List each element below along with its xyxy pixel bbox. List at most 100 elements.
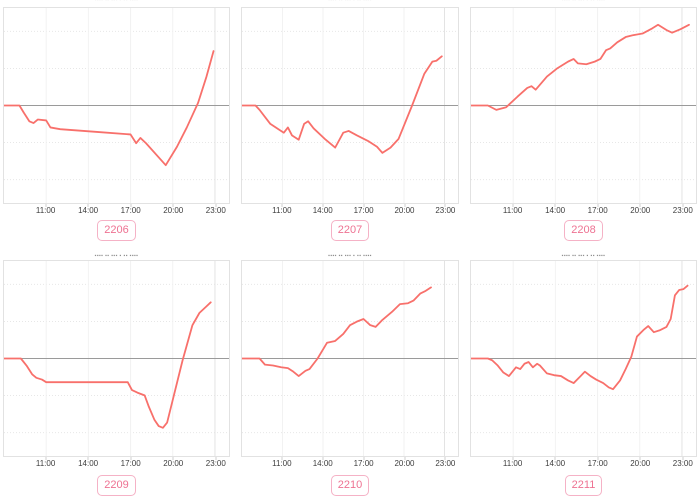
x-axis: 11:00 14:00 17:00 20:00 23:00 <box>470 457 697 469</box>
x-tick-mark <box>597 204 599 207</box>
chart-panel <box>3 7 230 204</box>
x-tick-label: 17:00 <box>120 459 141 468</box>
x-tick-label: 11:00 <box>272 206 292 215</box>
chart-label-row: 2206 <box>3 220 230 247</box>
x-tick-mark <box>281 457 283 460</box>
x-tick-mark <box>363 457 365 460</box>
x-tick-mark <box>597 457 599 460</box>
x-tick-label: 23:00 <box>205 459 226 468</box>
x-tick-label: 14:00 <box>78 459 99 468</box>
chart-cell-2207: ▪▪▪▪ ▪▪ ▪▪▪ ▪ ▪▪ ▪▪▪▪ 11:00 14:00 17:00 20:… <box>241 0 459 247</box>
x-tick-mark <box>512 204 514 207</box>
x-tick-label: 17:00 <box>353 459 374 468</box>
chart-micro-title: ▪▪▪▪ ▪▪ ▪▪▪ ▪ ▪▪ ▪▪▪▪ <box>328 253 372 259</box>
chart-canvas <box>242 261 458 456</box>
chart-micro-title: ▪▪▪▪ ▪▪ ▪▪▪ ▪ ▪▪ ▪▪▪▪ <box>94 0 139 3</box>
x-tick-mark <box>639 204 641 207</box>
x-axis: 11:00 14:00 17:00 20:00 23:00 <box>241 204 459 216</box>
chart-canvas <box>471 261 696 456</box>
x-tick-label: 20:00 <box>630 459 651 468</box>
chart-micro-title: ▪▪▪▪ ▪▪ ▪▪▪ ▪ ▪▪ ▪▪▪▪ <box>561 0 606 3</box>
x-tick-label: 14:00 <box>312 459 333 468</box>
x-tick-label: 20:00 <box>394 206 415 215</box>
x-tick-label: 23:00 <box>435 206 456 215</box>
chart-canvas <box>4 261 229 456</box>
price-line <box>4 51 214 165</box>
chart-label-row: 2209 <box>3 475 230 502</box>
x-tick-mark <box>215 204 217 207</box>
x-tick-mark <box>682 457 684 460</box>
x-tick-label: 14:00 <box>545 459 566 468</box>
x-tick-label: 17:00 <box>587 206 608 215</box>
x-tick-label: 23:00 <box>205 206 226 215</box>
chart-label-row: 2210 <box>241 475 459 502</box>
x-tick-label: 11:00 <box>502 459 523 468</box>
chart-label-chip[interactable]: 2211 <box>564 475 603 496</box>
x-tick-mark <box>130 457 132 460</box>
chart-micro-title: ▪▪▪▪ ▪▪ ▪▪▪ ▪ ▪▪ ▪▪▪▪ <box>561 253 606 259</box>
chart-micro-title: ▪▪▪▪ ▪▪ ▪▪▪ ▪ ▪▪ ▪▪▪▪ <box>328 0 372 3</box>
chart-label-chip[interactable]: 2210 <box>330 475 370 496</box>
x-tick-mark <box>45 204 47 207</box>
x-axis: 11:00 14:00 17:00 20:00 23:00 <box>3 204 230 216</box>
x-tick-mark <box>172 457 174 460</box>
x-tick-label: 11:00 <box>35 206 56 215</box>
x-tick-label: 23:00 <box>435 459 456 468</box>
chart-micro-title: ▪▪▪▪ ▪▪ ▪▪▪ ▪ ▪▪ ▪▪▪▪ <box>94 253 139 259</box>
chart-canvas <box>4 8 229 203</box>
x-tick-label: 23:00 <box>672 206 693 215</box>
chart-label-row: 2211 <box>470 475 697 502</box>
x-tick-mark <box>682 204 684 207</box>
price-line <box>4 302 211 427</box>
x-tick-label: 14:00 <box>545 206 566 215</box>
chart-label-chip[interactable]: 2209 <box>97 475 136 496</box>
chart-label-chip[interactable]: 2206 <box>97 220 136 241</box>
chart-cell-2209: ▪▪▪▪ ▪▪ ▪▪▪ ▪ ▪▪ ▪▪▪▪ 11:00 14:00 17:00 20:… <box>3 252 230 502</box>
chart-cell-2210: ▪▪▪▪ ▪▪ ▪▪▪ ▪ ▪▪ ▪▪▪▪ 11:00 14:00 17:00 20:… <box>241 252 459 502</box>
x-tick-label: 14:00 <box>78 206 99 215</box>
x-tick-mark <box>404 204 405 207</box>
x-axis: 11:00 14:00 17:00 20:00 23:00 <box>3 457 230 469</box>
x-tick-mark <box>322 457 324 460</box>
chart-canvas <box>471 8 696 203</box>
chart-cell-2206: ▪▪▪▪ ▪▪ ▪▪▪ ▪ ▪▪ ▪▪▪▪ 11:00 14:00 17:00 20:… <box>3 0 230 247</box>
x-tick-label: 23:00 <box>672 459 693 468</box>
chart-label-row: 2208 <box>470 220 697 247</box>
chart-panel <box>241 260 459 457</box>
chart-label-chip[interactable]: 2208 <box>564 220 603 241</box>
x-tick-label: 20:00 <box>163 459 184 468</box>
x-tick-label: 11:00 <box>35 459 56 468</box>
x-tick-mark <box>404 457 405 460</box>
x-tick-mark <box>130 204 132 207</box>
x-tick-mark <box>322 204 324 207</box>
x-tick-mark <box>363 204 365 207</box>
x-tick-mark <box>444 457 446 460</box>
price-line <box>471 25 689 110</box>
x-tick-mark <box>172 204 174 207</box>
x-tick-label: 20:00 <box>630 206 651 215</box>
chart-panel <box>3 260 230 457</box>
x-tick-label: 20:00 <box>394 459 415 468</box>
x-tick-mark <box>512 457 514 460</box>
price-line <box>242 287 431 376</box>
x-tick-label: 17:00 <box>353 206 374 215</box>
price-line <box>242 56 442 153</box>
x-tick-mark <box>554 204 556 207</box>
x-tick-label: 17:00 <box>587 459 608 468</box>
x-tick-mark <box>45 457 47 460</box>
x-tick-label: 20:00 <box>163 206 184 215</box>
chart-panel <box>241 7 459 204</box>
x-tick-mark <box>281 204 283 207</box>
chart-label-chip[interactable]: 2207 <box>330 220 370 241</box>
x-tick-mark <box>639 457 641 460</box>
x-tick-mark <box>87 204 89 207</box>
chart-label-row: 2207 <box>241 220 459 247</box>
x-tick-label: 11:00 <box>272 459 292 468</box>
x-tick-label: 17:00 <box>120 206 141 215</box>
chart-cell-2211: ▪▪▪▪ ▪▪ ▪▪▪ ▪ ▪▪ ▪▪▪▪ 11:00 14:00 17:00 20:… <box>470 252 697 502</box>
price-line <box>471 286 688 390</box>
x-axis: 11:00 14:00 17:00 20:00 23:00 <box>470 204 697 216</box>
x-tick-mark <box>444 204 446 207</box>
chart-panel <box>470 260 697 457</box>
